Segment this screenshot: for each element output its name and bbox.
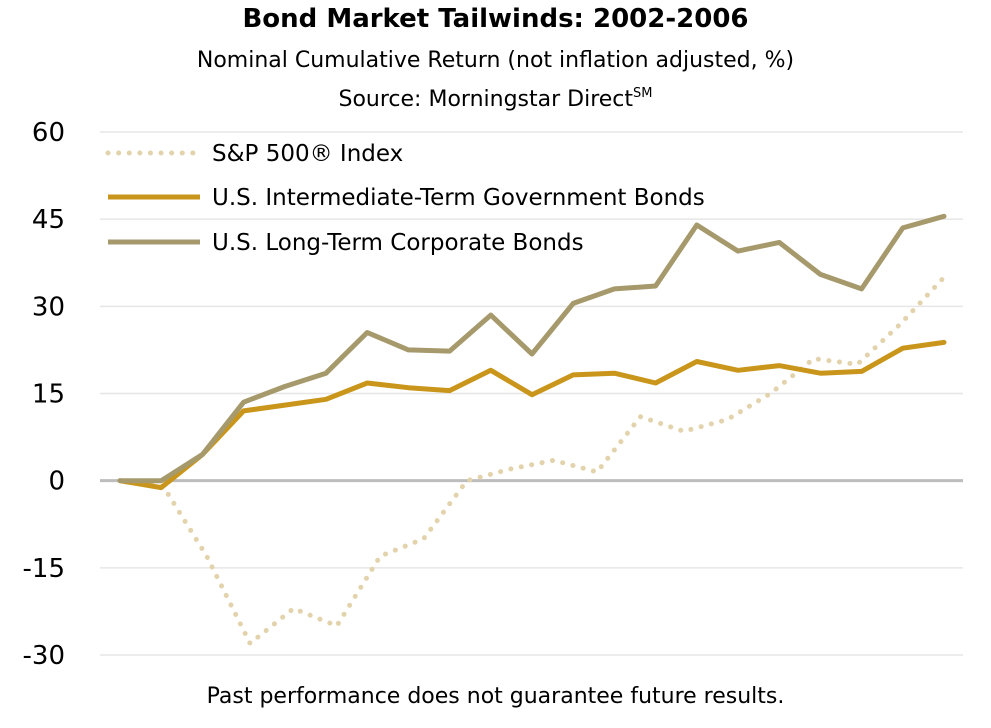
series-line-0 [117, 274, 947, 646]
source-superscript: SM [633, 86, 653, 101]
y-tick-label: -30 [23, 641, 65, 671]
legend-label-2: U.S. Long-Term Corporate Bonds [212, 230, 584, 256]
chart-footnote: Past performance does not guarantee futu… [206, 684, 785, 709]
chart-title: Bond Market Tailwinds: 2002-2006 [242, 4, 749, 34]
legend-label-1: U.S. Intermediate-Term Government Bonds [212, 185, 705, 211]
series-line-2 [117, 213, 947, 484]
y-tick-label: 0 [48, 467, 65, 497]
y-tick-label: 30 [32, 292, 65, 322]
y-tick-label: 15 [32, 380, 65, 410]
legend-label-0: S&P 500® Index [212, 141, 403, 167]
chart-subtitle: Nominal Cumulative Return (not inflation… [196, 48, 795, 73]
y-tick-label: 45 [32, 205, 65, 235]
chart-source: Source: Morningstar DirectSM [0, 86, 991, 112]
y-tick-label: 60 [32, 118, 65, 148]
y-tick-label: -15 [23, 554, 65, 584]
series-line-1 [117, 339, 947, 491]
source-text: Source: Morningstar Direct [338, 87, 634, 112]
